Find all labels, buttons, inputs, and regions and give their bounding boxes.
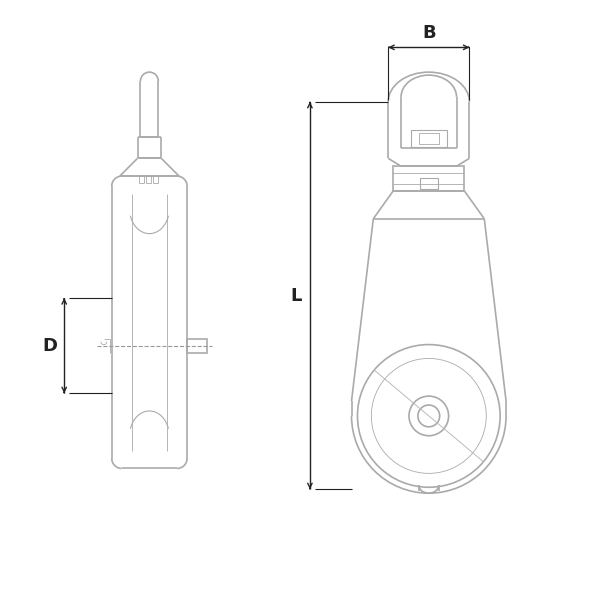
Text: L: L (290, 287, 302, 305)
Bar (187, 339, 207, 353)
Bar (420, 178, 438, 189)
Text: D: D (43, 337, 58, 355)
Bar (411, 130, 446, 148)
Bar (154, 176, 158, 183)
Bar (146, 176, 151, 183)
Text: B: B (422, 25, 436, 43)
Bar (393, 166, 464, 191)
Bar (419, 133, 439, 145)
Bar (139, 176, 145, 183)
